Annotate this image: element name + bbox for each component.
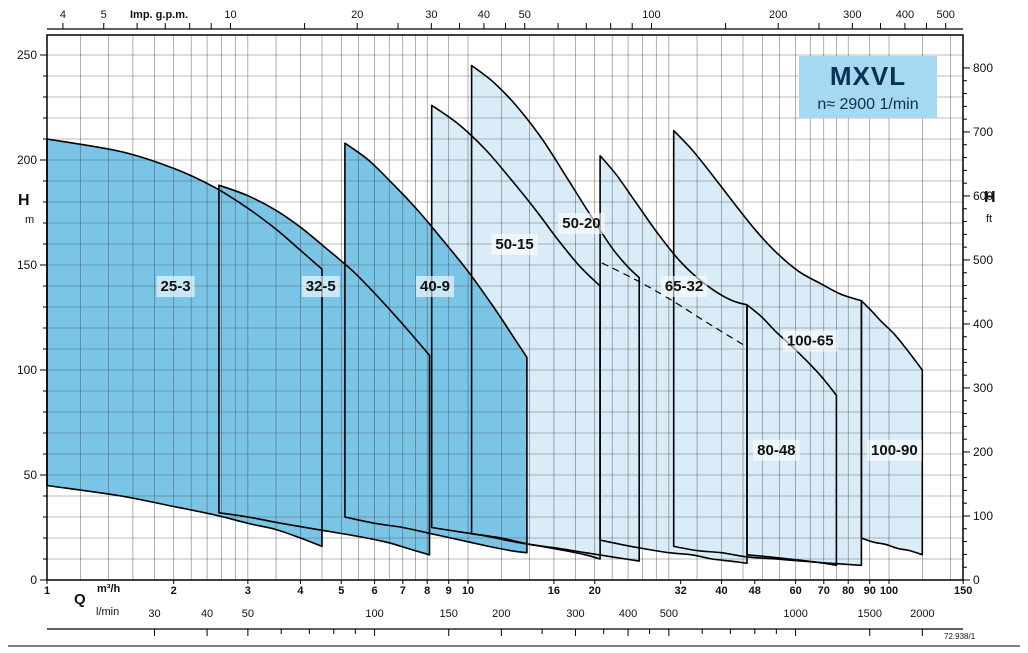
m3h-tick-label: 90 (864, 585, 876, 597)
left-axis-unit: m (25, 214, 35, 226)
m3h-tick-label: 8 (424, 585, 430, 597)
right-axis-unit: ft (986, 213, 993, 225)
m3h-tick-label: 16 (548, 585, 560, 597)
chart-subtitle: n≈ 2900 1/min (817, 95, 919, 113)
right-tick-label: 600 (973, 189, 993, 203)
title-box: MXVL n≈ 2900 1/min (799, 56, 937, 118)
gpm-tick-label: 40 (478, 9, 490, 21)
right-tick-label: 100 (973, 509, 993, 523)
m3h-tick-label: 70 (818, 585, 830, 597)
axes: 0501001502002500100200300400500600700800… (8, 9, 1020, 647)
m3h-tick-label: 2 (171, 585, 177, 597)
m3h-tick-label: 80 (842, 585, 854, 597)
document-code: 72.938/1 (944, 632, 976, 641)
right-tick-label: 300 (973, 381, 993, 395)
lmin-unit-label: l/min (96, 606, 120, 618)
pump-label-65-32: 65-32 (665, 278, 703, 295)
envelope-outline-100-90 (860, 299, 924, 556)
gpm-tick-label: 5 (101, 9, 107, 21)
gpm-tick-label: 200 (769, 9, 787, 21)
m3h-tick-label: 9 (446, 585, 452, 597)
pump-label-40-9: 40-9 (420, 278, 450, 295)
pump-labels: 50-15 50-20 65-32 100-65 80-48 100-90 25-3 32-5… (156, 213, 922, 461)
lmin-tick-label: 50 (242, 608, 254, 620)
m3h-tick-label: 6 (372, 585, 378, 597)
pump-label-100-90: 100-90 (871, 442, 918, 459)
m3h-tick-label: 7 (400, 585, 406, 597)
right-tick-label: 200 (973, 445, 993, 459)
m3h-tick-label: 40 (715, 585, 727, 597)
lmin-tick-label: 500 (660, 608, 678, 620)
left-axis-title: H (18, 192, 30, 209)
right-tick-label: 400 (973, 317, 993, 331)
q-axis-label: Q (74, 591, 86, 608)
envelope-fill-40-9 (344, 143, 527, 553)
right-tick-label: 700 (973, 125, 993, 139)
top-axis-unit-label: Imp. g.p.m. (130, 9, 189, 21)
gpm-tick-label: 500 (937, 9, 955, 21)
gpm-tick-label: 400 (896, 9, 914, 21)
lmin-tick-label: 2000 (910, 608, 934, 620)
limit-dashed-line (601, 262, 748, 348)
envelope-outline-65-32 (599, 155, 748, 564)
m3h-tick-label: 100 (880, 585, 898, 597)
m3h-tick-label: 1 (44, 585, 50, 597)
m3h-tick-label: 4 (297, 585, 304, 597)
envelope-outline-50-20 (470, 64, 640, 562)
lmin-tick-label: 30 (148, 608, 160, 620)
right-axis-title: H (984, 189, 996, 206)
right-tick-label: 800 (973, 61, 993, 75)
gpm-tick-label: 10 (224, 9, 236, 21)
m3h-tick-label: 48 (749, 585, 761, 597)
m3h-tick-label: 60 (789, 585, 801, 597)
left-tick-label: 100 (17, 363, 37, 377)
lmin-tick-label: 1500 (857, 608, 881, 620)
left-tick-label: 200 (17, 153, 37, 167)
pump-label-32-5: 32-5 (306, 278, 336, 295)
left-tick-label: 250 (17, 48, 37, 62)
envelope-outline-80-48 (746, 304, 838, 567)
envelope-outline-40-9 (344, 142, 528, 554)
m3h-tick-label: 32 (675, 585, 687, 597)
right-tick-label: 500 (973, 253, 993, 267)
m3h-tick-label: 20 (589, 585, 601, 597)
left-tick-label: 0 (30, 573, 37, 587)
pump-label-80-48: 80-48 (757, 442, 795, 459)
envelope-fill-100-90 (861, 300, 923, 555)
m3h-tick-label: 10 (462, 585, 474, 597)
envelope-fills (47, 65, 923, 566)
m3h-tick-label: 150 (954, 585, 972, 597)
m3h-unit-label: m³/h (97, 583, 121, 595)
lmin-tick-label: 300 (566, 608, 584, 620)
right-tick-label: 0 (973, 573, 980, 587)
gpm-tick-label: 300 (843, 9, 861, 21)
envelope-outline-25-3 (46, 138, 323, 548)
gpm-tick-label: 30 (425, 9, 437, 21)
pump-label-50-20: 50-20 (562, 215, 600, 232)
m3h-tick-label: 5 (338, 585, 344, 597)
pump-label-25-3: 25-3 (161, 278, 191, 295)
pump-label-100-65: 100-65 (787, 333, 834, 350)
lmin-tick-label: 1000 (783, 608, 807, 620)
envelope-outline-100-65 (672, 129, 863, 567)
lmin-tick-label: 100 (365, 608, 383, 620)
chart-title: MXVL (829, 60, 907, 91)
lmin-tick-label: 150 (440, 608, 458, 620)
left-tick-label: 150 (17, 258, 37, 272)
gpm-tick-label: 100 (642, 9, 660, 21)
gpm-tick-label: 4 (60, 9, 66, 21)
gpm-tick-label: 20 (351, 9, 363, 21)
lmin-tick-label: 400 (619, 608, 637, 620)
m3h-tick-label: 3 (245, 585, 251, 597)
pump-label-50-15: 50-15 (495, 236, 533, 253)
gpm-tick-label: 50 (519, 9, 531, 21)
left-tick-label: 50 (24, 468, 38, 482)
envelope-outline-32-5 (218, 184, 431, 556)
envelope-outlines (46, 64, 924, 567)
lmin-tick-label: 200 (492, 608, 510, 620)
lmin-tick-label: 40 (201, 608, 213, 620)
